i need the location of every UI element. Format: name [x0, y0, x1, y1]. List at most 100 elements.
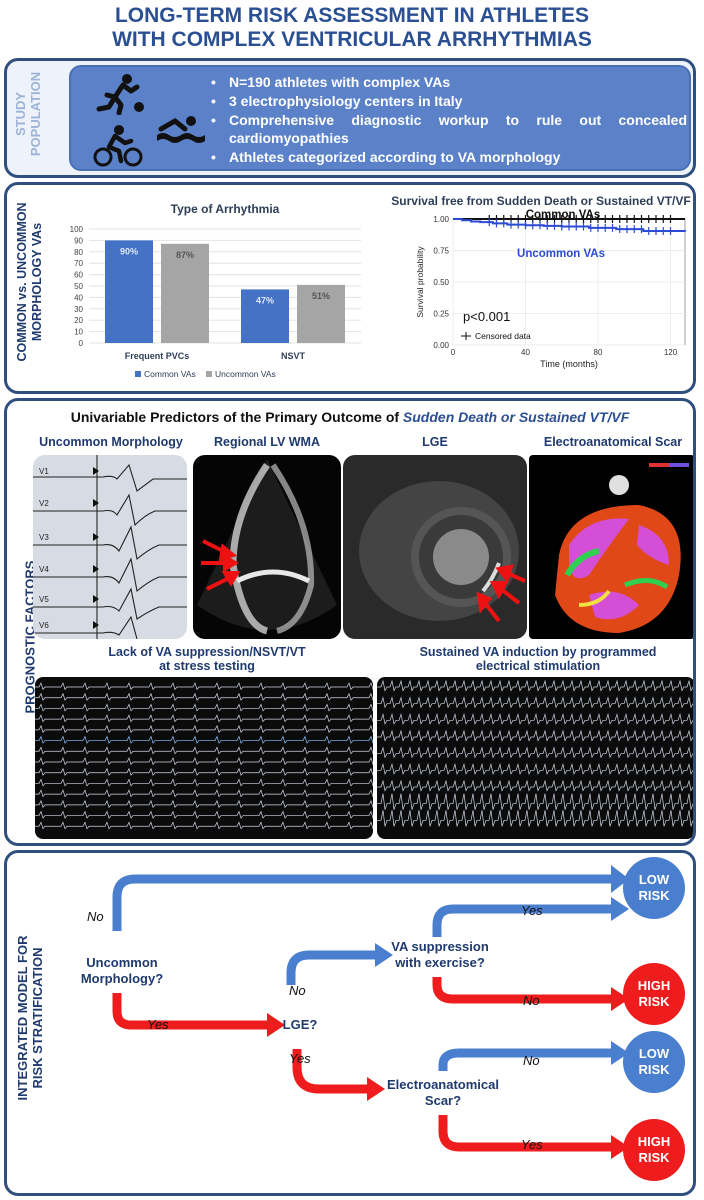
bar — [105, 240, 153, 343]
va-suppression-question: VA suppression with exercise? — [391, 939, 489, 970]
ecg-lead-label: V2 — [39, 499, 49, 508]
swimmer-icon — [157, 116, 205, 143]
ecg-lead-label: V6 — [39, 621, 49, 630]
ecg-trace — [377, 729, 693, 742]
y-tick-label: 80 — [74, 248, 83, 257]
stress-test-title: Lack of VA suppression/NSVT/VT at stress… — [108, 645, 306, 673]
bar-chart-title: Type of Arrhythmia — [171, 202, 280, 216]
predictors-title: Univariable Predictors of the Primary Ou… — [70, 409, 630, 425]
y-tick-label: 0.75 — [433, 247, 449, 256]
edge-label-yes: Yes — [521, 903, 543, 918]
lge-mri-image — [343, 455, 527, 639]
population-bullet: Comprehensive diagnostic workup to rule … — [207, 111, 687, 147]
scar-title: Electroanatomical Scar — [543, 435, 683, 449]
y-axis-label: Survival probability — [415, 246, 425, 318]
uncommon-morphology-question: Uncommon Morphology? — [80, 955, 164, 986]
risk-flowchart-arrows — [112, 865, 629, 1159]
ecg-trace — [35, 767, 373, 776]
study-population-panel: STUDY POPULATION N=190 athletes with com… — [4, 58, 696, 178]
edge-label-yes: Yes — [521, 1137, 543, 1152]
survival-curve-chart: Survival free from Sudden Death or Susta… — [391, 194, 690, 369]
arrhythmia-bar-chart: Type of Arrhythmia 0 10 20 30 40 50 60 70 80 90 100… — [70, 202, 361, 379]
y-tick-label: 60 — [74, 271, 83, 280]
ecg-lead-label: V3 — [39, 533, 49, 542]
legend-swatch — [206, 371, 212, 377]
low-risk-badge: LOW RISK — [623, 857, 685, 919]
edge-label-no: No — [87, 909, 104, 924]
y-tick-label: 0.50 — [433, 278, 449, 287]
population-bullet: Athletes categorized according to VA mor… — [207, 148, 687, 166]
ecg-trace — [35, 789, 373, 798]
uncommon-morphology-ecg: V1 V2 V3 V4 V5 V6 — [33, 455, 187, 639]
legend-label: Uncommon VAs — [215, 369, 276, 379]
stress-test-ecg — [35, 677, 373, 839]
y-tick-label: 70 — [74, 259, 83, 268]
ecg-lead-label: V5 — [39, 595, 49, 604]
comparison-label: COMMON vs. UNCOMMON MORPHOLOGY VAs — [15, 202, 44, 362]
bar — [297, 284, 345, 343]
population-bullet: 3 electrophysiology centers in Italy — [207, 92, 687, 110]
edge-label-yes: Yes — [147, 1017, 169, 1032]
bar — [241, 289, 289, 343]
ecg-trace — [35, 724, 373, 733]
ecg-trace — [35, 746, 373, 755]
pes-title: Sustained VA induction by programmed ele… — [419, 645, 657, 673]
p-value-annotation: p<0.001 — [463, 309, 510, 324]
ecg-lead-label: V4 — [39, 565, 49, 574]
edge-label-no: No — [289, 983, 306, 998]
ecg-trace — [377, 712, 693, 725]
edge-label-no: No — [523, 993, 540, 1008]
bar — [161, 243, 209, 343]
ecg-trace — [35, 821, 373, 830]
wma-echo-image — [193, 455, 341, 639]
x-axis-label: Time (months) — [540, 359, 598, 369]
x-tick-label: 120 — [664, 348, 678, 357]
ecg-trace — [377, 746, 693, 759]
ecg-trace — [35, 778, 373, 787]
ecg-trace — [35, 692, 373, 701]
cyclist-icon — [93, 125, 143, 167]
runner-soccer-icon — [96, 74, 144, 115]
ecg-trace — [35, 757, 373, 766]
ecg-trace — [35, 810, 373, 819]
y-tick-label: 0.00 — [433, 341, 449, 350]
y-tick-label: 50 — [74, 282, 83, 291]
bar-data-label: 51% — [312, 291, 330, 301]
edge-label-yes: Yes — [289, 1051, 311, 1066]
ecg-trace — [35, 714, 373, 723]
ecg-trace — [35, 735, 373, 744]
ecg-trace — [35, 682, 373, 691]
y-tick-label: 90 — [74, 236, 83, 245]
series-label: Common VAs — [526, 209, 601, 221]
pes-ecg — [377, 677, 693, 839]
x-tick-label: 40 — [521, 348, 530, 357]
edge-label-no: No — [523, 1053, 540, 1068]
high-risk-badge: HIGH RISK — [623, 1119, 685, 1181]
ecg-lead-label: V1 — [39, 467, 49, 476]
ecg-trace — [377, 810, 693, 827]
legend-label: Common VAs — [144, 369, 196, 379]
bar-data-label: 47% — [256, 295, 274, 305]
x-category-label: NSVT — [281, 351, 306, 361]
lge-question: LGE? — [282, 1017, 318, 1032]
series-label: Uncommon VAs — [517, 248, 605, 260]
y-tick-label: 40 — [74, 293, 83, 302]
population-bullet: N=190 athletes with complex VAs — [207, 73, 687, 91]
km-chart-title: Survival free from Sudden Death or Susta… — [391, 194, 690, 208]
y-tick-label: 1.00 — [433, 215, 449, 224]
ecg-trace — [377, 679, 693, 692]
ecg-trace — [35, 703, 373, 712]
y-tick-label: 0.25 — [433, 310, 449, 319]
ecg-trace — [377, 793, 693, 810]
lge-title: LGE — [422, 435, 448, 449]
study-population-label: STUDY POPULATION — [13, 71, 43, 157]
ecg-trace — [377, 779, 693, 792]
high-risk-badge: HIGH RISK — [623, 963, 685, 1025]
y-tick-label: 20 — [74, 316, 83, 325]
comparison-panel: COMMON vs. UNCOMMON MORPHOLOGY VAs Type … — [4, 182, 696, 394]
ecg-trace — [377, 696, 693, 709]
y-tick-label: 10 — [74, 328, 83, 337]
censored-legend-label: Censored data — [475, 331, 531, 341]
wma-title: Regional LV WMA — [213, 435, 320, 449]
x-tick-label: 0 — [451, 348, 456, 357]
